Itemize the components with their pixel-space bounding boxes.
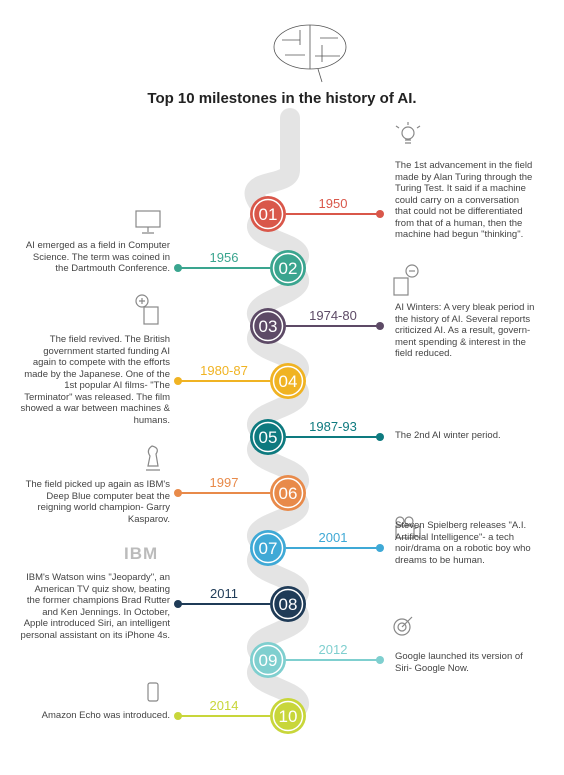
camera-icon: [395, 516, 421, 539]
milestone-circle: [250, 530, 286, 566]
milestone-ring: [272, 252, 304, 284]
connector-dot: [376, 656, 384, 664]
milestone-year: 1956: [210, 250, 239, 265]
milestone-circle: [250, 642, 286, 678]
milestone-year: 1980-87: [200, 363, 248, 378]
milestone-number: 09: [259, 651, 278, 670]
milestone-year: 1997: [210, 475, 239, 490]
money-icon: [393, 264, 419, 296]
milestone-ring: [272, 365, 304, 397]
echo-icon: [147, 682, 159, 702]
milestone-number: 03: [259, 317, 278, 336]
connector-dot: [376, 210, 384, 218]
milestone-number: 08: [279, 595, 298, 614]
title: Top 10 milestones in the history of AI.: [147, 90, 417, 107]
monitor-icon: [135, 210, 161, 234]
connector-dot: [174, 264, 182, 272]
milestone-year: 1974-80: [309, 308, 357, 323]
milestone-description: AI emerged as a field in Computer Scienc…: [25, 240, 170, 274]
milestone-ring: [252, 532, 284, 564]
chess-icon: [146, 445, 160, 471]
milestone-circle: [250, 419, 286, 455]
milestone-year: 2012: [319, 642, 348, 657]
connector-dot: [376, 433, 384, 441]
milestone-number: 02: [279, 259, 298, 278]
milestone-circle: [270, 250, 306, 286]
milestone-description: The field picked up again as IBM's Deep …: [25, 479, 170, 525]
milestone-ring: [272, 588, 304, 620]
milestone-year: 2011: [210, 586, 238, 601]
connector-dot: [174, 489, 182, 497]
milestone-description: Google launched its version of Siri- Goo…: [395, 651, 523, 674]
milestone-description: The field revived. The British governmen…: [20, 334, 170, 426]
milestone-number: 01: [259, 205, 278, 224]
milestone-circle: [270, 363, 306, 399]
milestone-circle: [270, 586, 306, 622]
milestone-description: Amazon Echo was introduced.: [41, 710, 170, 721]
milestone-circle: [270, 698, 306, 734]
money-icon: [135, 294, 159, 325]
milestone-ring: [252, 644, 284, 676]
milestone-ring: [272, 477, 304, 509]
milestone-circle: [270, 475, 306, 511]
milestone-circle: [250, 196, 286, 232]
milestone-number: 04: [279, 372, 298, 391]
milestone-description: AI Winters: A very bleak period in the h…: [395, 302, 535, 359]
milestone-year: 2014: [210, 698, 239, 713]
milestone-ring: [252, 310, 284, 342]
milestone-year: 2001: [319, 530, 348, 545]
logo: IBM: [124, 544, 159, 563]
connector-dot: [174, 377, 182, 385]
milestone-number: 06: [279, 484, 298, 503]
milestone-number: 07: [259, 539, 278, 558]
connector-dot: [376, 544, 384, 552]
connector-dot: [376, 322, 384, 330]
connector-dot: [174, 600, 182, 608]
milestone-ring: [252, 198, 284, 230]
milestone-description: The 2nd AI winter period.: [395, 430, 501, 441]
target-icon: [393, 616, 413, 636]
bulb-icon: [395, 122, 421, 144]
connector-dot: [174, 712, 182, 720]
milestone-ring: [272, 700, 304, 732]
milestone-number: 10: [279, 707, 298, 726]
milestone-year: 1950: [319, 196, 348, 211]
milestone-description: IBM's Watson wins "Jeopardy", an America…: [20, 572, 170, 641]
milestone-description: The 1st advancement in the field made by…: [395, 160, 533, 240]
milestone-circle: [250, 308, 286, 344]
milestone-number: 05: [259, 428, 278, 447]
milestone-year: 1987-93: [309, 419, 357, 434]
milestone-ring: [252, 421, 284, 453]
milestone-description: Steven Spielberg releases "A.I. Artifici…: [395, 520, 531, 566]
brain-icon: [273, 24, 347, 83]
